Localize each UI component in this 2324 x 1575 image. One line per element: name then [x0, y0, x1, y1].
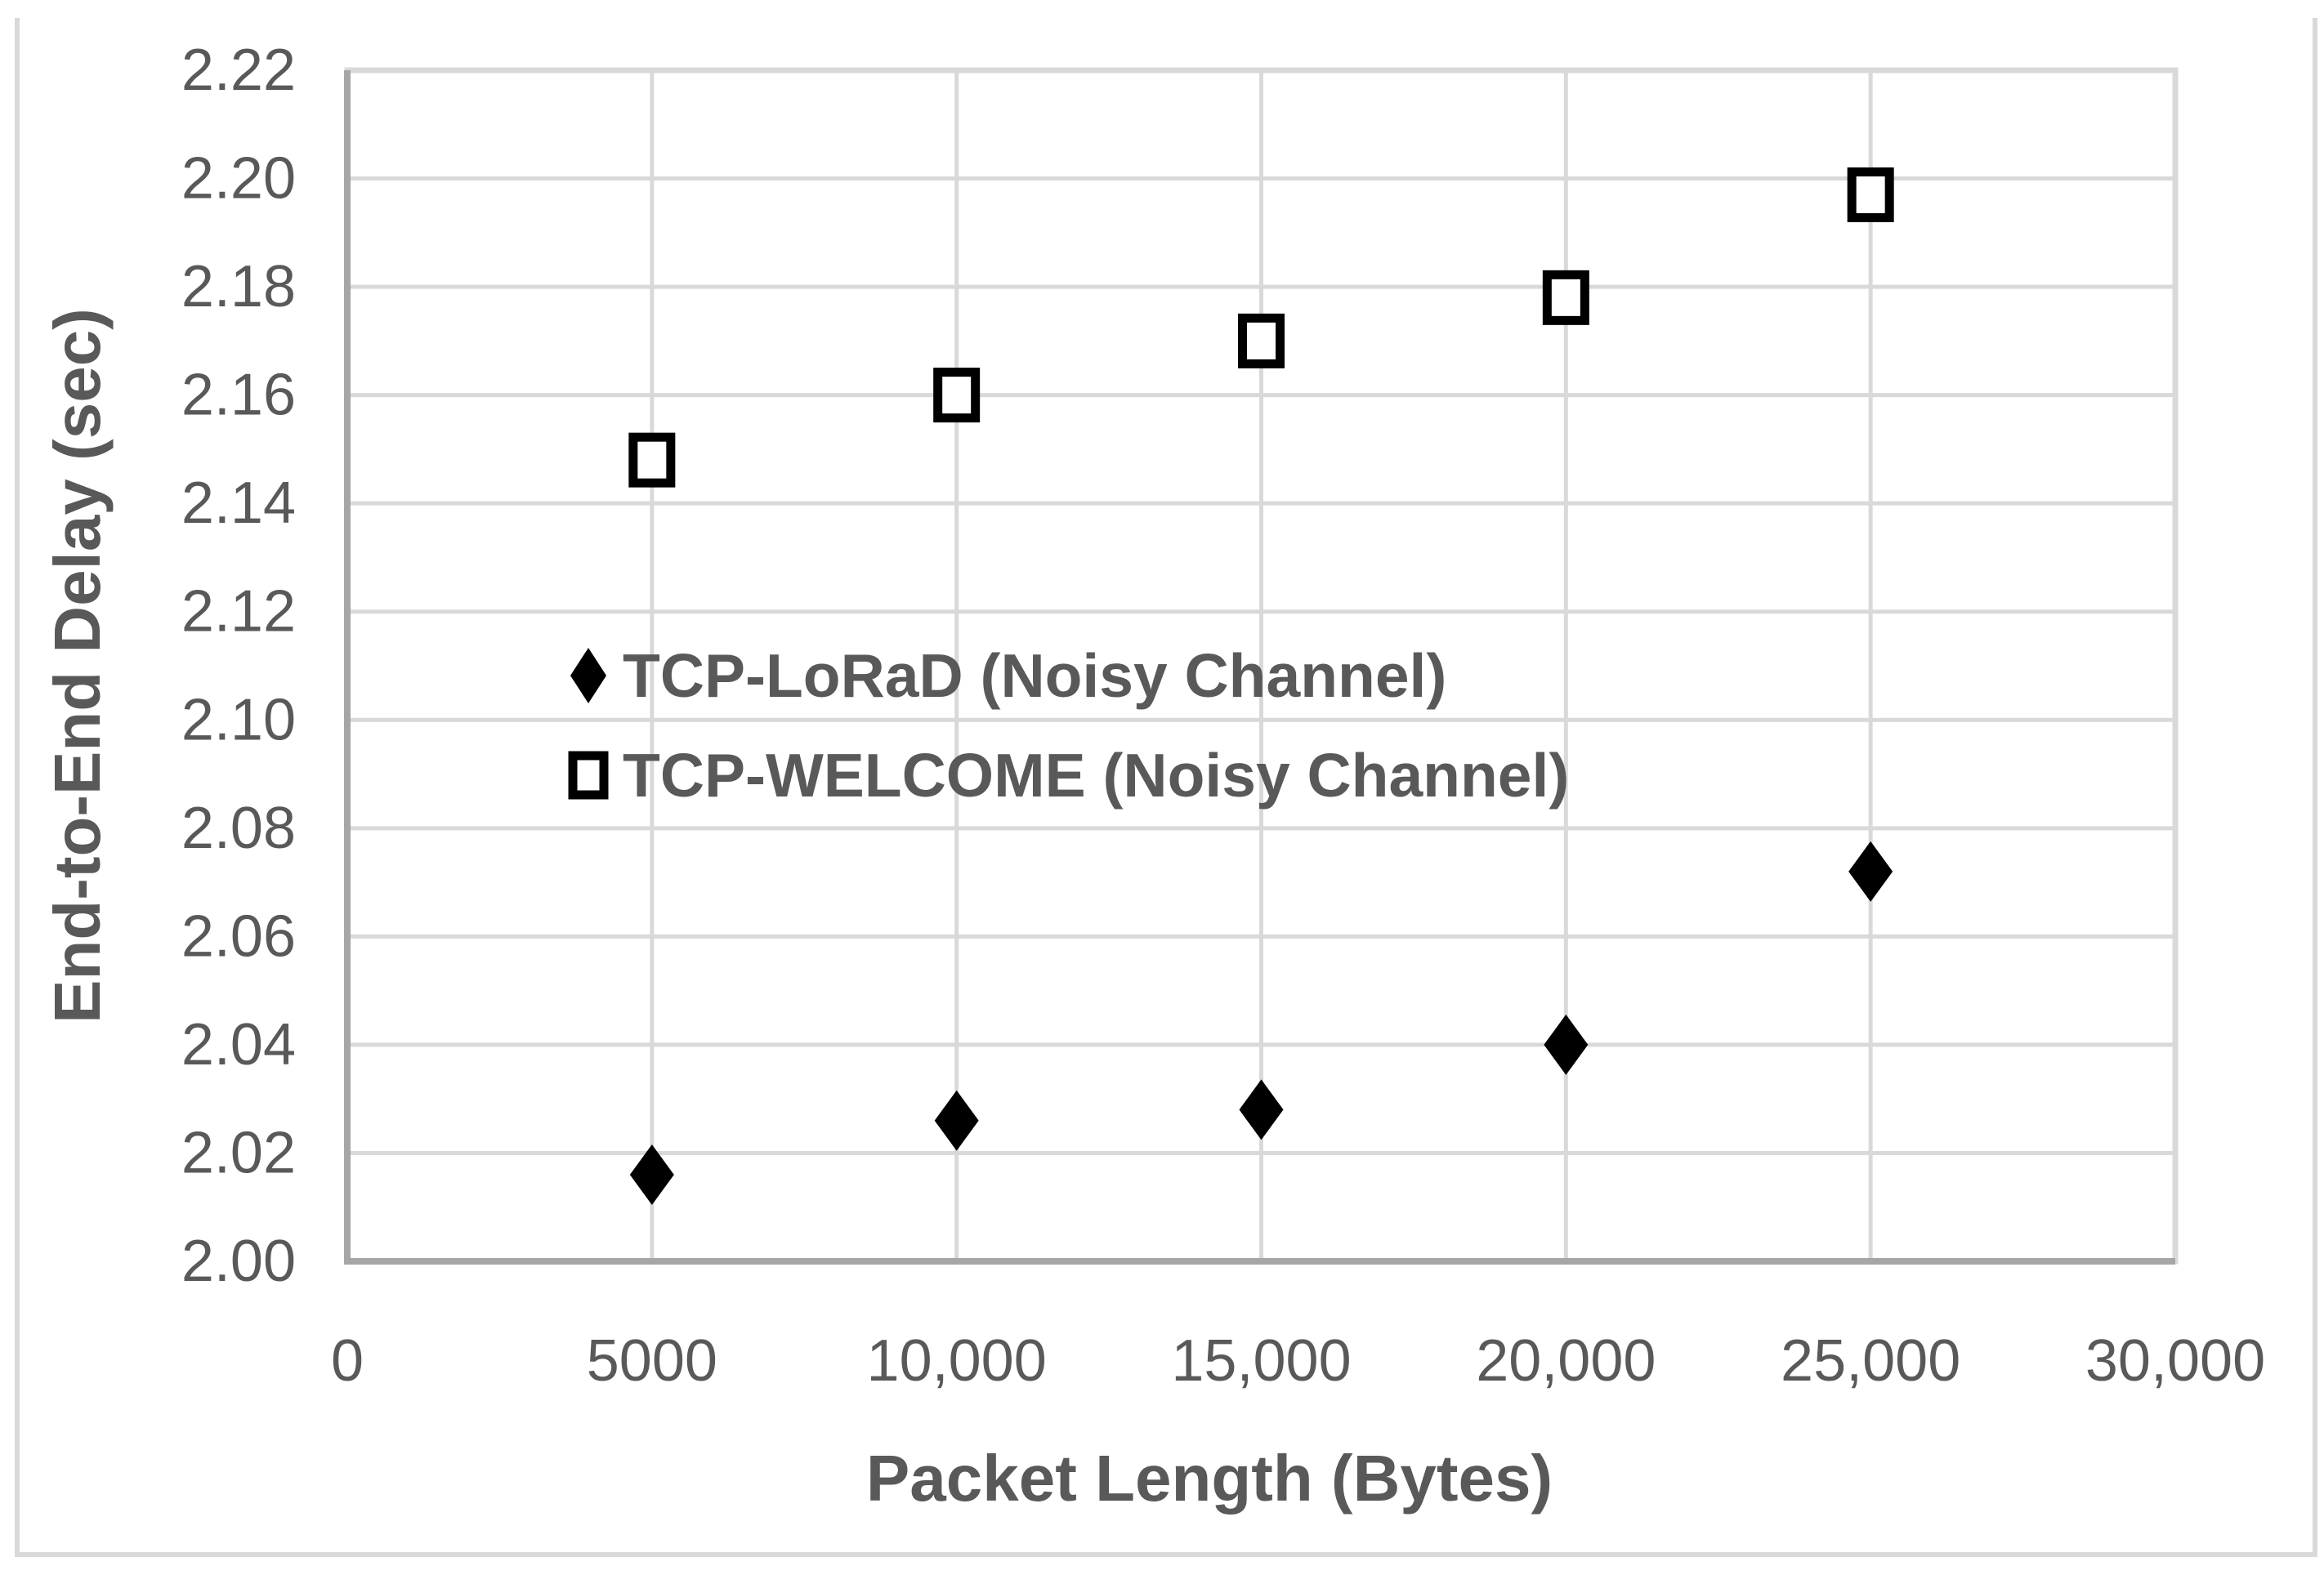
- y-tick-label: 2.06: [181, 904, 296, 969]
- legend-label: TCP-WELCOME (Noisy Channel): [623, 740, 1570, 810]
- y-tick-label: 2.02: [181, 1120, 296, 1185]
- legend: TCP-LoRaD (Noisy Channel) TCP-WELCOME (N…: [565, 626, 1569, 825]
- data-point-square: [628, 432, 676, 488]
- legend-label: TCP-LoRaD (Noisy Channel): [623, 640, 1447, 710]
- y-tick-label: 2.16: [181, 363, 296, 428]
- x-tick-label: 10,000: [867, 1328, 1047, 1394]
- x-tick-label: 0: [331, 1328, 364, 1394]
- y-tick-label: 2.10: [181, 687, 296, 752]
- y-tick-label: 2.00: [181, 1229, 296, 1294]
- data-point-square: [1542, 270, 1589, 325]
- filled-diamond-icon: [570, 648, 606, 703]
- open-square-icon: [568, 751, 609, 800]
- y-axis-title: End-to-End Delay (sec): [41, 308, 114, 1024]
- data-point-diamond: [1239, 1079, 1284, 1140]
- y-tick-label: 2.22: [181, 38, 296, 103]
- x-axis-title: Packet Length (Bytes): [865, 1442, 1553, 1515]
- legend-item-tcp-welcome: TCP-WELCOME (Noisy Channel): [565, 725, 1569, 825]
- x-tick-label: 5000: [587, 1328, 717, 1394]
- data-point-square: [1238, 313, 1285, 368]
- x-tick-label: 25,000: [1781, 1328, 1960, 1394]
- data-point-diamond: [1544, 1014, 1589, 1075]
- data-point-square: [1847, 167, 1894, 222]
- data-point-diamond: [1848, 841, 1893, 902]
- y-tick-label: 2.18: [181, 254, 296, 319]
- data-point-diamond: [934, 1090, 979, 1151]
- legend-item-tcp-lorad: TCP-LoRaD (Noisy Channel): [565, 626, 1569, 725]
- x-tick-label: 15,000: [1171, 1328, 1351, 1394]
- y-tick-label: 2.04: [181, 1012, 296, 1078]
- y-tick-label: 2.08: [181, 796, 296, 861]
- y-tick-label: 2.12: [181, 579, 296, 645]
- x-tick-label: 20,000: [1476, 1328, 1656, 1394]
- y-tick-label: 2.20: [181, 146, 296, 212]
- x-tick-label: 30,000: [2085, 1328, 2265, 1394]
- y-tick-label: 2.14: [181, 471, 296, 536]
- data-point-diamond: [629, 1144, 674, 1205]
- data-point-square: [933, 368, 981, 423]
